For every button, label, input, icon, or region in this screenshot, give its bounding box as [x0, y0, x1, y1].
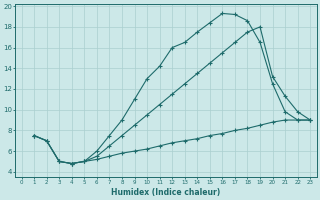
- X-axis label: Humidex (Indice chaleur): Humidex (Indice chaleur): [111, 188, 220, 197]
